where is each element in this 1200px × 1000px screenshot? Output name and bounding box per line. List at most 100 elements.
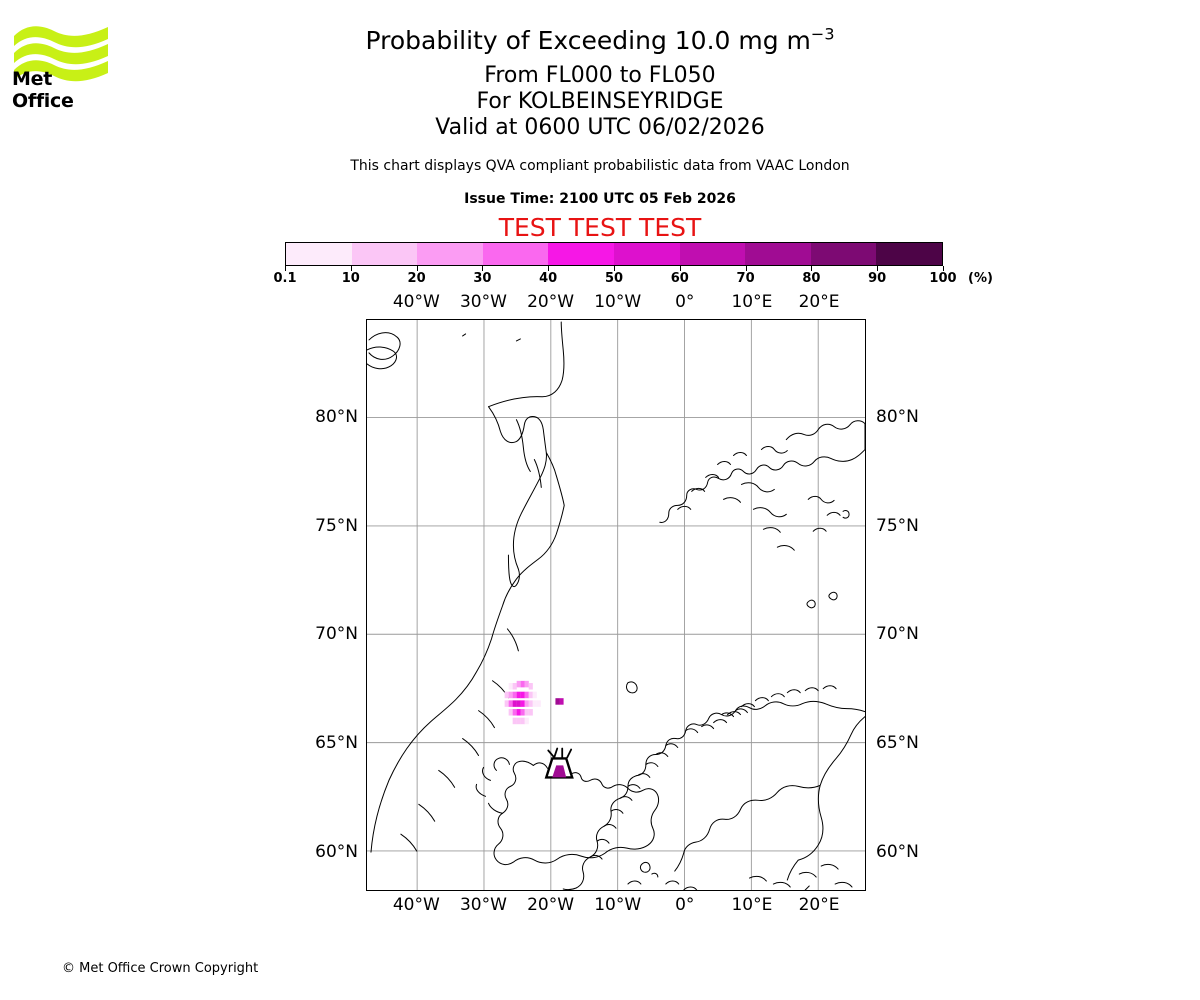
colorbar-label-70: 70 (736, 271, 755, 286)
met-office-wordmark: Met Office (12, 68, 74, 112)
plume-cell-14 (504, 700, 509, 707)
colorbar-band-8 (810, 243, 877, 265)
colorbar-tick-2 (416, 266, 418, 271)
plume-cell-6 (504, 691, 509, 699)
colorbar-tick-10 (943, 266, 944, 271)
plume-cell-0 (508, 683, 513, 690)
map-gridlines (367, 320, 865, 890)
flight-level-subtitle: From FL000 to FL050 (484, 63, 716, 88)
coastline-iceland (493, 760, 660, 866)
plume-cell-33 (555, 698, 560, 705)
colorbar-tick-7 (745, 266, 747, 271)
plume-cell-16 (512, 700, 517, 707)
valid-time-subtitle: Valid at 0600 UTC 06/02/2026 (435, 115, 765, 140)
colorbar-band-7 (745, 243, 811, 265)
coastline-denmark (627, 880, 698, 890)
plume-cell-12 (528, 691, 533, 699)
chart-title-text: Probability of Exceeding 10.0 mg m (365, 26, 811, 55)
probability-colorbar: 0.1 10 20 30 40 50 60 70 80 90 100 (273, 242, 957, 286)
copyright-text: © Met Office Crown Copyright (62, 961, 259, 976)
colorbar-label-10: 10 (341, 271, 360, 286)
colorbar-band-5 (613, 243, 680, 265)
lat-label-left-0: 80°N (315, 406, 358, 427)
lat-label-right-2: 70°N (876, 624, 919, 645)
plume-cell-18 (520, 700, 525, 707)
lon-label-bottom-6: 20°E (798, 895, 840, 915)
coastline-jan-mayen (626, 681, 638, 694)
met-office-logo: Met Office (12, 22, 110, 112)
colorbar-label-80: 80 (802, 271, 821, 286)
colorbar-label-40: 40 (539, 271, 558, 286)
colorbar-tick-4 (548, 266, 550, 271)
coastline-svalbard (659, 420, 865, 523)
plume-cell-29 (512, 717, 517, 725)
map-plot-area (366, 319, 866, 891)
lon-label-bottom-0: 40°W (392, 895, 440, 915)
coastline-bear-island (828, 591, 838, 601)
lon-label-top-1: 30°W (459, 292, 507, 312)
chart-title-exponent: −3 (810, 24, 835, 44)
plume-cell-17 (516, 700, 521, 707)
lon-label-bottom-5: 10°E (731, 895, 773, 915)
plume-cell-25 (516, 709, 521, 716)
kolbeinsey-ridge-volcano-marker (544, 747, 574, 779)
issue-time-text: Issue Time: 2100 UTC 05 Feb 2026 (464, 191, 736, 207)
colorbar-band-4 (548, 243, 614, 265)
lat-label-left-1: 75°N (315, 515, 358, 536)
coastline-norway (562, 700, 865, 890)
colorbar-tick-8 (811, 266, 813, 271)
coastline-greenland-east (370, 321, 565, 853)
coastline-lofoten (713, 685, 837, 724)
ash-probability-plume (504, 680, 564, 725)
lon-label-bottom-2: 20°W (527, 895, 575, 915)
plume-cell-32 (524, 717, 529, 725)
colorbar-band-6 (679, 243, 746, 265)
coastline-baltic (748, 863, 853, 890)
plume-cell-30 (516, 717, 521, 725)
plume-cell-19 (524, 700, 529, 707)
lon-label-top-3: 10°W (594, 292, 642, 312)
colorbar-label-20: 20 (407, 271, 426, 286)
plume-cell-10 (520, 691, 525, 699)
plume-cell-26 (520, 709, 525, 716)
colorbar-label-90: 90 (868, 271, 887, 286)
colorbar-label-60: 60 (670, 271, 689, 286)
plume-cell-13 (532, 691, 537, 699)
plume-cell-5 (528, 683, 533, 690)
coastline-greenland-fjords (400, 419, 542, 852)
coastline-greenland (367, 332, 521, 370)
colorbar-label-30: 30 (473, 271, 492, 286)
plume-cell-2 (516, 680, 521, 688)
lat-label-left-3: 65°N (315, 733, 358, 754)
lon-label-bottom-1: 30°W (459, 895, 507, 915)
plume-cell-21 (532, 700, 537, 707)
colorbar-units-label: (%) (968, 271, 993, 286)
lon-label-bottom-4: 0° (675, 895, 695, 915)
plume-cell-8 (512, 691, 517, 699)
lon-label-top-0: 40°W (392, 292, 440, 312)
colorbar-tick-0 (285, 266, 286, 271)
plume-cell-3 (520, 680, 525, 688)
colorbar-tick-5 (614, 266, 615, 271)
plume-cell-4 (524, 680, 529, 688)
colorbar-band-3 (482, 243, 549, 265)
lon-label-top-4: 0° (675, 292, 695, 312)
plume-cell-27 (524, 709, 529, 716)
lon-label-top-2: 20°W (527, 292, 575, 312)
qva-compliance-note: This chart displays QVA compliant probab… (350, 158, 850, 174)
plume-cell-31 (520, 717, 525, 725)
plume-cell-15 (508, 700, 513, 707)
lon-label-top-5: 10°E (731, 292, 773, 312)
colorbar-label-0.1: 0.1 (273, 271, 297, 286)
plume-cell-22 (536, 700, 541, 707)
coastline-iceland-westfjords (475, 757, 510, 814)
coastline-faroe-islands (639, 861, 659, 878)
colorbar-tick-9 (877, 266, 879, 271)
colorbar-tick-6 (679, 266, 681, 271)
lat-label-left-2: 70°N (315, 624, 358, 645)
colorbar-band-0 (286, 243, 352, 265)
test-banner: TEST TEST TEST (498, 213, 702, 242)
plume-cell-1 (512, 683, 517, 690)
chart-title: Probability of Exceeding 10.0 mg m−3 (0, 25, 1200, 57)
plume-cell-9 (516, 691, 521, 699)
